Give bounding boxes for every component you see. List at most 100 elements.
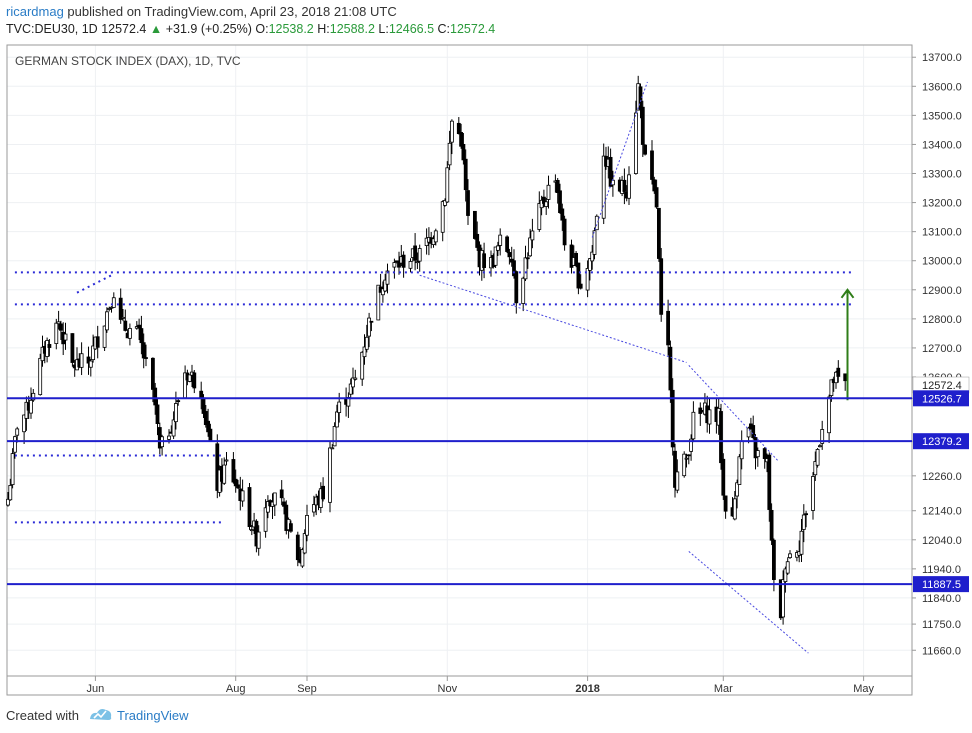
candle-body [385, 270, 390, 285]
candle-body [523, 257, 528, 280]
candle-body [215, 443, 220, 491]
candle-body [732, 498, 737, 520]
candle-body [558, 190, 562, 214]
time-axis[interactable]: Jun Aug Sep Nov 2018 Mar May [87, 676, 875, 695]
candle-body [737, 456, 742, 485]
candle-body [348, 383, 353, 395]
candle-body [588, 258, 592, 271]
low-value: 12466.5 [388, 22, 435, 36]
candle-body [330, 447, 335, 450]
candle-body [721, 458, 726, 496]
y-tick-label: 11750.0 [922, 619, 961, 631]
author-link[interactable]: ricardmag [6, 4, 64, 19]
candle-body [753, 437, 758, 459]
candle-body [493, 246, 498, 266]
high-value: 12588.2 [329, 22, 375, 36]
candle-body [537, 203, 542, 230]
candle-body [666, 310, 670, 346]
candle-body [121, 316, 125, 319]
candle-body [555, 179, 560, 194]
candle-body [562, 218, 567, 246]
candle-body [495, 245, 500, 251]
trend-line [688, 365, 779, 462]
candle-body [59, 323, 63, 331]
candle-body [12, 436, 17, 453]
candle-body [153, 387, 158, 406]
candle-body [719, 411, 723, 464]
up-arrow-icon: ▲ [149, 22, 163, 36]
candle-body [137, 324, 142, 329]
price-chart[interactable]: GERMAN STOCK INDEX (DAX), 1D, TVC 13700.… [0, 0, 972, 700]
candle-body [601, 155, 606, 219]
candle-body [295, 534, 300, 561]
chart-title: GERMAN STOCK INDEX (DAX), 1D, TVC [15, 54, 241, 68]
candle-body [171, 419, 176, 437]
candle-body [755, 450, 760, 458]
symbol-label: TVC:DEU30, 1D [6, 22, 98, 36]
candle-body [29, 399, 33, 414]
candle-body [38, 357, 43, 396]
close-label: C: [437, 22, 451, 36]
candle-body [739, 440, 744, 460]
candle-body [772, 539, 776, 580]
candle-body [240, 490, 245, 502]
drawings-layer [14, 81, 855, 654]
candle-body [56, 321, 61, 325]
candle-body [843, 373, 848, 382]
candle-body [675, 471, 680, 491]
candle-body [167, 435, 171, 440]
candle-body [813, 461, 818, 476]
candle-body [236, 484, 240, 489]
candle-body [222, 464, 227, 484]
y-tick-label: 12900.0 [922, 285, 962, 297]
candle-body [305, 515, 309, 536]
tradingview-brand[interactable]: TradingView [117, 708, 189, 723]
candle-body [247, 487, 252, 528]
candle-body [445, 167, 450, 203]
open-label: O: [255, 22, 269, 36]
candle-body [70, 333, 75, 363]
candle-body [546, 184, 551, 200]
target-arrow-head [840, 288, 855, 299]
price-axis[interactable]: 13700.0 13600.0 13500.0 13400.0 13300.0 13200… [912, 52, 970, 657]
candle-body [231, 459, 236, 483]
y-tick-label: 12040.0 [922, 535, 962, 547]
candle-body [788, 553, 792, 559]
candle-body [328, 447, 332, 503]
candle-body [530, 230, 535, 241]
y-tick-label: 13400.0 [922, 139, 962, 151]
candle-body [670, 389, 675, 448]
candle-body [827, 396, 831, 434]
x-tick-label: Nov [438, 683, 458, 695]
candle-body [397, 261, 401, 268]
candle-body [815, 449, 820, 466]
candle-body [141, 342, 146, 359]
price-label-box [913, 576, 969, 593]
candle-body [284, 504, 289, 531]
trend-line [419, 274, 687, 363]
high-label: H: [317, 22, 330, 36]
candle-body [836, 367, 841, 377]
chart-grid [7, 45, 912, 676]
y-tick-label: 13200.0 [922, 198, 962, 210]
candle-body [781, 579, 785, 618]
candle-body [139, 328, 144, 344]
candle-body [643, 144, 647, 155]
candle-body [652, 179, 657, 192]
candle-body [762, 448, 767, 460]
candle-body [684, 457, 689, 460]
tradingview-logo-icon[interactable] [88, 705, 114, 723]
candle-body [576, 262, 581, 289]
candle-body [380, 288, 385, 296]
y-tick-label: 13100.0 [922, 227, 962, 239]
candle-body [192, 372, 197, 389]
candle-body [265, 501, 270, 513]
candle-body [650, 150, 654, 180]
candle-body [585, 268, 590, 291]
last-price-text: 12572.4 [922, 380, 962, 392]
candle-body [203, 411, 208, 426]
candle-body [634, 112, 638, 174]
candle-body [627, 174, 631, 199]
candle-body [111, 297, 116, 308]
candle-body [173, 403, 178, 423]
